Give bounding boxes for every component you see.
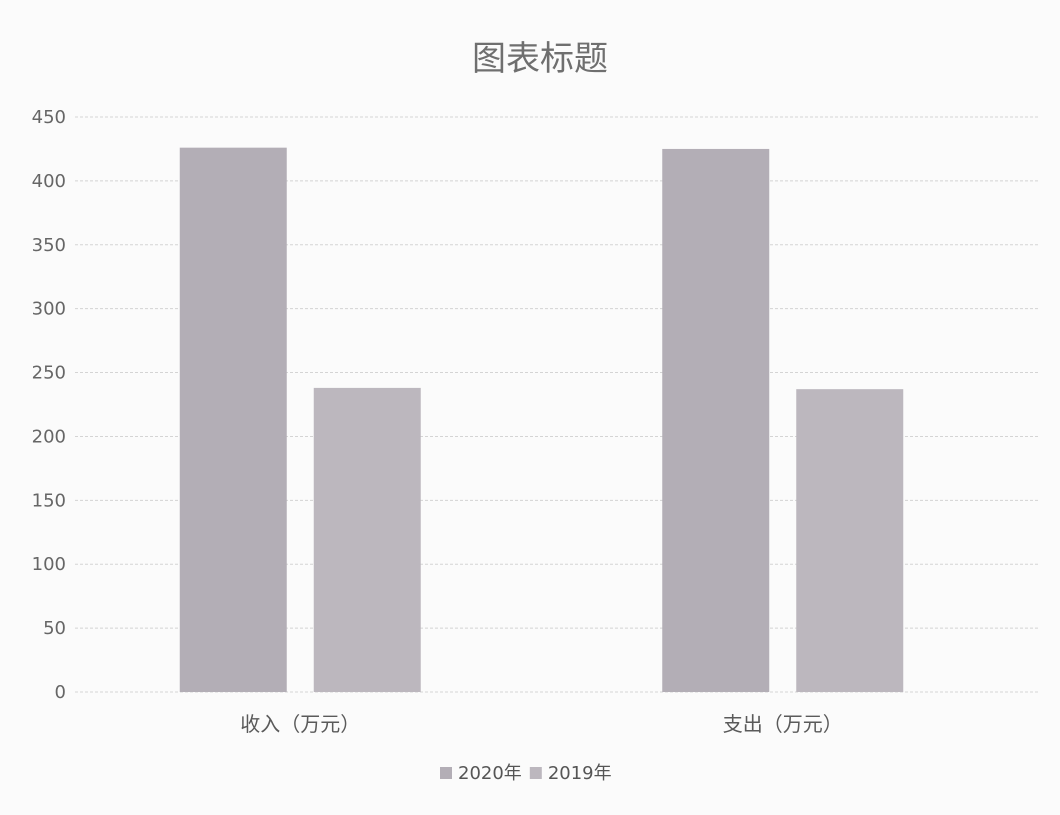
y-tick-label: 250: [32, 363, 66, 384]
bars: [179, 147, 904, 692]
x-axis-categories: 收入（万元） 支出（万元）: [240, 712, 843, 736]
y-tick-label: 400: [32, 171, 66, 192]
bar-series2-cat2: [796, 389, 904, 692]
x-category-label: 支出（万元）: [723, 712, 843, 736]
chart-title: 图表标题: [472, 39, 608, 79]
y-tick-label: 50: [43, 618, 66, 639]
legend: 2020年 2019年: [440, 763, 612, 784]
y-tick-label: 200: [32, 426, 66, 447]
y-tick-label: 300: [32, 299, 66, 320]
bar-series1-cat2: [662, 148, 770, 692]
x-category-label: 收入（万元）: [240, 712, 360, 736]
bar-series1-cat1: [179, 147, 287, 692]
y-tick-label: 150: [32, 490, 66, 511]
legend-swatch: [529, 767, 542, 779]
bar-series2-cat1: [313, 387, 421, 692]
y-axis-ticks: 0 50 100 150 200 250 300 350 400 450: [32, 107, 66, 703]
legend-label: 2020年: [458, 763, 522, 784]
y-tick-label: 100: [32, 554, 66, 575]
legend-label: 2019年: [548, 763, 612, 784]
y-tick-label: 0: [55, 682, 66, 703]
y-tick-label: 350: [32, 235, 66, 256]
y-tick-label: 450: [32, 107, 66, 128]
legend-swatch: [440, 767, 452, 779]
